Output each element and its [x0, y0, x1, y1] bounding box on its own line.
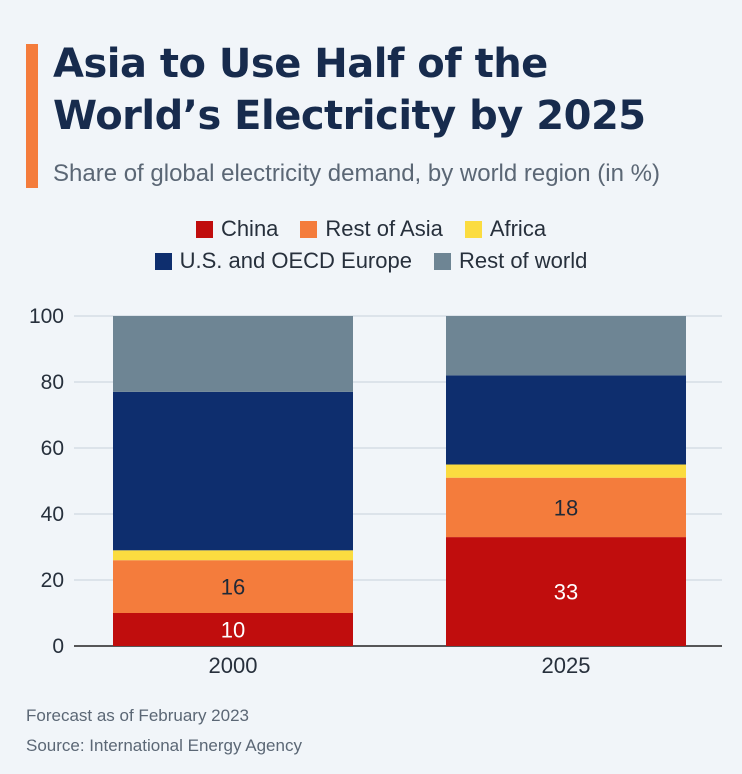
bar-segment-africa-2000	[113, 550, 353, 561]
bar-segment-rest-of-world-2025	[446, 316, 686, 376]
chart-subtitle: Share of global electricity demand, by w…	[53, 160, 660, 187]
legend-swatch-rest-of-asia	[300, 220, 318, 238]
bar-segment-rest-of-asia-2025	[446, 477, 686, 538]
footer-source: Source: International Energy Agency	[26, 736, 302, 755]
chart-data-labels: 10 16 33 18	[221, 495, 578, 642]
y-tick-label: 60	[41, 437, 64, 460]
x-tick-label-2025: 2025	[542, 653, 591, 678]
data-label-china-2000: 10	[221, 618, 245, 643]
y-tick-label: 80	[41, 371, 64, 394]
legend-item-rest-of-world: Rest of world	[433, 248, 588, 274]
legend-item-africa: Africa	[464, 216, 547, 242]
legend-swatch-us-oecd-europe	[154, 252, 172, 270]
y-tick-label: 20	[41, 569, 64, 592]
legend-row-1: China Rest of Asia Africa	[0, 216, 742, 242]
legend-item-china: China	[195, 216, 279, 242]
y-tick-label: 40	[41, 503, 64, 526]
x-tick-label-2000: 2000	[209, 653, 258, 678]
bar-segment-rest-of-asia-2000	[113, 560, 353, 613]
footer-note: Forecast as of February 2023	[26, 706, 250, 725]
stacked-bar-chart: 10 16 33 18 0 20 40 60 80 100 2000 2025	[29, 305, 722, 678]
data-label-china-2025: 33	[554, 580, 578, 605]
legend-label-rest-of-asia: Rest of Asia	[325, 216, 443, 241]
legend-label-china: China	[220, 216, 279, 241]
bar-segment-u-s-and-oecd-europe-2025	[446, 375, 686, 465]
title-accent-bar	[26, 44, 38, 188]
legend-swatch-rest-of-world	[433, 252, 451, 270]
y-tick-label: 0	[52, 635, 64, 658]
bar-segment-u-s-and-oecd-europe-2000	[113, 391, 353, 551]
bar-segment-china-2025	[446, 537, 686, 646]
x-axis-tick-labels: 2000 2025	[209, 653, 591, 678]
chart-title: Asia to Use Half of the World’s Electric…	[53, 41, 646, 139]
legend-item-rest-of-asia: Rest of Asia	[300, 216, 443, 242]
legend-label-rest-of-world: Rest of world	[458, 248, 588, 273]
legend-swatch-china	[195, 220, 213, 238]
bar-segment-china-2000	[113, 613, 353, 646]
legend-swatch-africa	[464, 220, 482, 238]
legend-item-us-oecd-europe: U.S. and OECD Europe	[154, 248, 412, 274]
y-axis-tick-labels: 0 20 40 60 80 100	[29, 305, 64, 658]
chart-bars	[113, 316, 686, 646]
legend-label-africa: Africa	[489, 216, 547, 241]
bar-segment-rest-of-world-2000	[113, 316, 353, 392]
data-label-rest-of-asia-2000: 16	[221, 575, 245, 600]
legend-row-2: U.S. and OECD Europe Rest of world	[0, 248, 742, 274]
bar-segment-africa-2025	[446, 464, 686, 478]
data-label-rest-of-asia-2025: 18	[554, 495, 578, 520]
legend-label-us-oecd-europe: U.S. and OECD Europe	[179, 248, 412, 273]
y-tick-label: 100	[29, 305, 64, 328]
